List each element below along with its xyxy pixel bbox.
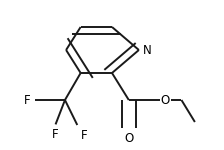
Text: F: F (24, 93, 31, 106)
Text: O: O (161, 93, 170, 106)
Text: F: F (81, 129, 88, 142)
Text: O: O (124, 132, 134, 145)
Text: F: F (52, 128, 59, 141)
Text: N: N (143, 44, 152, 57)
